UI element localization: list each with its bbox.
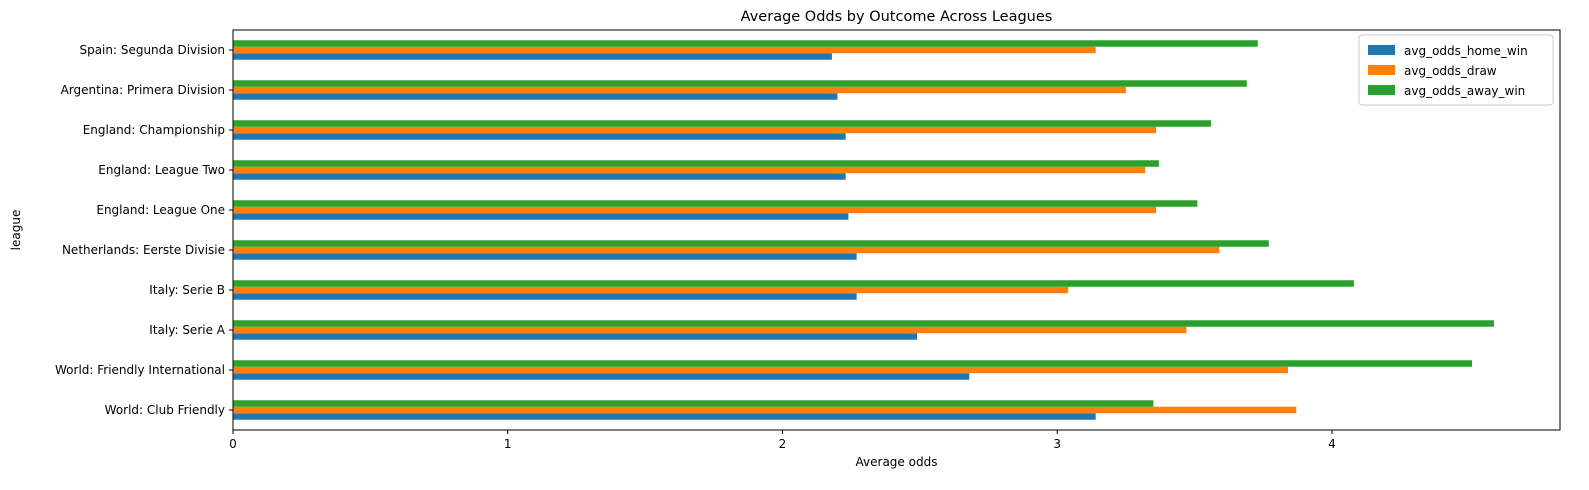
bar-avg_odds_draw bbox=[233, 366, 1289, 374]
bar-avg_odds_home_win bbox=[233, 93, 838, 100]
legend-swatch bbox=[1368, 85, 1395, 95]
chart-title: Average Odds by Outcome Across Leagues bbox=[741, 9, 1053, 25]
bar-avg_odds_away_win bbox=[233, 360, 1473, 367]
y-tick-label: Argentina: Primera Division bbox=[61, 83, 225, 97]
y-tick-label: World: Club Friendly bbox=[105, 403, 225, 417]
y-tick-label: England: League Two bbox=[98, 163, 225, 177]
y-tick-label: England: Championship bbox=[83, 123, 225, 137]
bar-avg_odds_home_win bbox=[233, 293, 857, 300]
y-tick-label: World: Friendly International bbox=[55, 363, 225, 377]
bar-avg_odds_home_win bbox=[233, 253, 857, 260]
bar-avg_odds_away_win bbox=[233, 240, 1269, 247]
bar-avg_odds_home_win bbox=[233, 333, 918, 340]
x-tick-label: 1 bbox=[504, 437, 512, 451]
plot-frame bbox=[232, 29, 1561, 431]
bar-avg_odds_away_win bbox=[233, 80, 1247, 87]
bar-avg_odds_away_win bbox=[233, 160, 1159, 167]
y-tick-label: England: League One bbox=[96, 203, 225, 217]
x-tick-label: 2 bbox=[779, 437, 787, 451]
bar-avg_odds_away_win bbox=[233, 280, 1354, 287]
bar-avg_odds_away_win bbox=[233, 40, 1258, 47]
bar-avg_odds_home_win bbox=[233, 173, 846, 180]
legend-box bbox=[1358, 34, 1554, 106]
x-axis: 0 1 2 3 4 bbox=[229, 430, 1336, 451]
bar-avg_odds_draw bbox=[233, 406, 1297, 414]
bar-avg_odds_draw bbox=[233, 206, 1157, 214]
bar-avg_odds_home_win bbox=[233, 413, 1096, 420]
y-tick-label: Netherlands: Eerste Divisie bbox=[62, 243, 225, 257]
bar-avg_odds_away_win bbox=[233, 200, 1198, 207]
bar-avg_odds_away_win bbox=[233, 320, 1495, 327]
legend-swatch bbox=[1368, 65, 1395, 75]
bar-avg_odds_home_win bbox=[233, 373, 970, 380]
y-axis: World: Club Friendly World: Friendly Inte… bbox=[55, 43, 233, 417]
bar-avg_odds_draw bbox=[233, 246, 1220, 254]
bar-avg_odds_away_win bbox=[233, 120, 1212, 127]
bar-avg_odds_home_win bbox=[233, 133, 846, 140]
legend-swatch bbox=[1368, 45, 1395, 55]
x-tick-label: 0 bbox=[229, 437, 237, 451]
y-tick-label: Italy: Serie A bbox=[149, 323, 225, 337]
bar-avg_odds_home_win bbox=[233, 53, 832, 60]
bar-avg_odds_home_win bbox=[233, 213, 849, 220]
bar-avg_odds_draw bbox=[233, 326, 1187, 334]
bars-group bbox=[233, 40, 1495, 420]
x-tick-label: 4 bbox=[1328, 437, 1336, 451]
x-axis-label: Average odds bbox=[856, 455, 938, 469]
x-tick-label: 3 bbox=[1053, 437, 1061, 451]
bar-avg_odds_draw bbox=[233, 286, 1069, 294]
bar-avg_odds_draw bbox=[233, 86, 1126, 94]
legend: avg_odds_home_win avg_odds_draw avg_odds_a… bbox=[1358, 34, 1554, 106]
bar-avg_odds_draw bbox=[233, 46, 1096, 54]
bar-avg_odds_draw bbox=[233, 166, 1146, 174]
legend-label: avg_odds_draw bbox=[1404, 64, 1497, 78]
y-axis-label: league bbox=[9, 210, 23, 251]
legend-label: avg_odds_away_win bbox=[1404, 84, 1525, 98]
bar-avg_odds_away_win bbox=[233, 400, 1154, 407]
bar-avg_odds_draw bbox=[233, 126, 1157, 134]
y-tick-label: Spain: Segunda Division bbox=[79, 43, 225, 57]
y-tick-label: Italy: Serie B bbox=[149, 283, 225, 297]
legend-label: avg_odds_home_win bbox=[1404, 44, 1528, 58]
